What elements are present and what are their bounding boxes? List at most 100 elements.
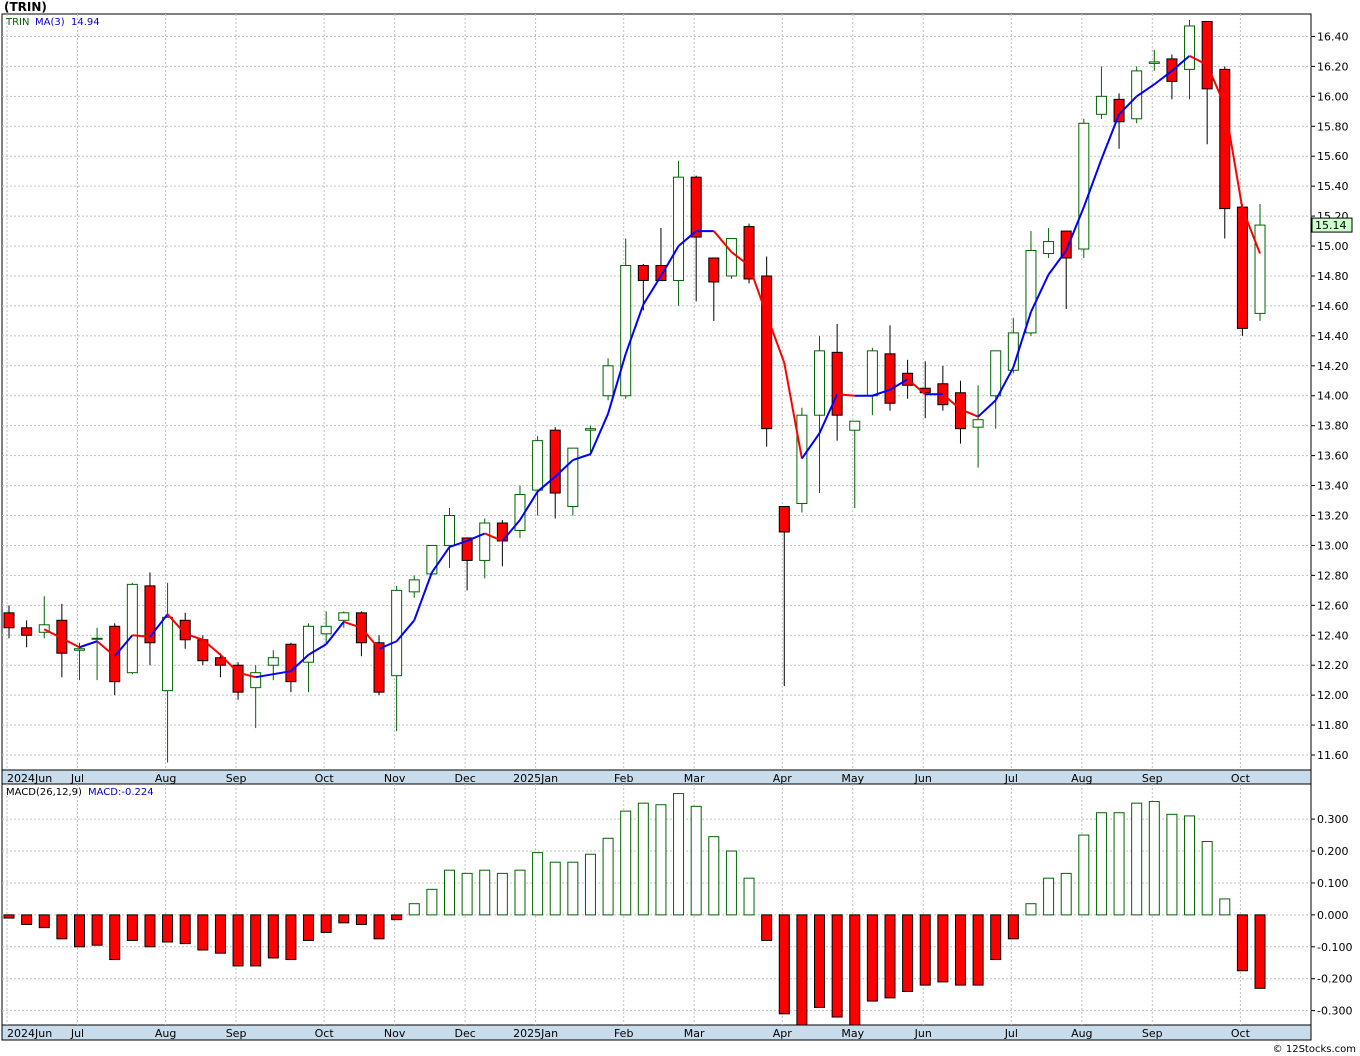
macd-bar-positive [1166,813,1178,916]
price-x-tick-label: Dec [454,772,475,785]
price-y-tick-label: 15.80 [1317,120,1349,133]
candle-up [602,365,614,397]
price-y-tick-label: 14.40 [1317,330,1349,343]
macd-bar-negative [232,914,244,967]
macd-bar-positive [690,805,702,916]
macd-bar-negative [972,914,984,986]
ma3-segment [1065,206,1085,251]
ma3-segment [906,378,926,396]
macd-x-tick-label: May [841,1027,864,1040]
ma3-segment [589,413,609,455]
macd-bar-negative [285,914,297,961]
price-x-tick-label: Jul [70,772,84,785]
macd-bar-negative [373,914,385,940]
macd-bar-negative [937,914,949,983]
candle-down [21,627,33,636]
candle-down [655,265,667,281]
ma3-segment [343,620,362,629]
macd-bar-positive [444,869,455,916]
macd-bar-negative [990,914,1002,961]
macd-bar-positive [532,852,544,916]
candle-up [849,420,861,431]
ma3-segment [79,640,98,649]
price-x-tick-label: Mar [684,772,705,785]
ma3-segment [942,393,962,410]
macd-x-tick-label: Aug [1071,1027,1092,1040]
ma3-segment [889,378,909,391]
macd-bar-negative [814,914,826,1008]
macd-bar-positive [1184,815,1196,916]
ma3-segment [1012,311,1032,368]
macd-bar-positive [725,850,737,916]
macd-bar-negative [355,914,367,925]
candle-down [884,353,896,404]
ma3-segment [166,613,186,635]
ma3-segment [1136,83,1155,98]
ma3-segment [642,275,662,305]
candle-up [796,414,808,505]
legend-ma-value: 14.94 [71,17,100,28]
candle-up [673,176,685,281]
ma3-segment [255,673,274,679]
macd-bar-negative [902,914,914,992]
macd-bar-negative [320,914,332,933]
macd-y-tick-label: -0.300 [1317,1005,1352,1018]
candle-up [620,265,632,397]
ma3-segment [872,388,891,397]
macd-bar-positive [655,804,667,916]
macd-bar-negative [38,914,50,929]
price-x-tick-label: Aug [155,772,176,785]
candle-up [126,583,138,674]
candle-up [1131,70,1143,120]
macd-bar-negative [267,914,279,959]
price-y-tick-label: 13.80 [1317,420,1349,433]
macd-bar-negative [162,914,174,943]
price-x-tick-label: Oct [1231,772,1251,785]
candle-down [179,619,191,641]
macd-x-tick-label: Sep [226,1027,247,1040]
macd-bar-positive [1060,872,1072,916]
ma3-segment [783,362,803,459]
candle-up [444,515,455,546]
ma3-segment [501,519,521,542]
candle-up [866,350,878,397]
ma3-segment [554,459,574,478]
macd-bar-negative [1254,914,1266,989]
chart-title: (TRIN) [4,0,47,14]
candle-down [690,176,702,238]
ma3-segment [466,532,486,542]
candle-down [373,642,385,693]
ma3-segment [1100,113,1120,160]
macd-bar-positive [673,793,685,916]
candle-up [73,648,85,651]
candle-down [1236,206,1248,329]
ma3-segment [519,491,539,521]
candle-up [584,428,596,431]
macd-x-tick-label: Oct [315,1027,335,1040]
candle-up [814,350,826,416]
price-y-tick-label: 11.80 [1317,719,1349,732]
price-x-tick-label: Jun [914,772,932,785]
candle-down [708,257,720,283]
macd-bar-negative [73,914,85,948]
price-y-tick-label: 14.00 [1317,390,1349,403]
macd-bar-positive [708,836,720,916]
ma3-segment [1030,274,1050,313]
macd-bar-negative [1236,914,1248,972]
price-y-tick-label: 12.20 [1317,659,1349,672]
macd-bar-positive [408,903,420,916]
macd-bars [3,793,1266,1026]
macd-bar-negative [91,914,103,946]
candles [3,19,1266,763]
ma3-segment [1047,249,1068,276]
macd-bar-negative [761,914,773,941]
macd-bar-negative [3,914,15,919]
ma3-segment [1118,95,1138,116]
candle-up [162,616,174,692]
ma3-segment [730,251,750,267]
macd-bar-positive [426,888,438,916]
price-y-tick-label: 13.40 [1317,480,1349,493]
macd-legend-label: MACD(26,12,9) [6,787,82,798]
ma3-segment [273,670,292,676]
